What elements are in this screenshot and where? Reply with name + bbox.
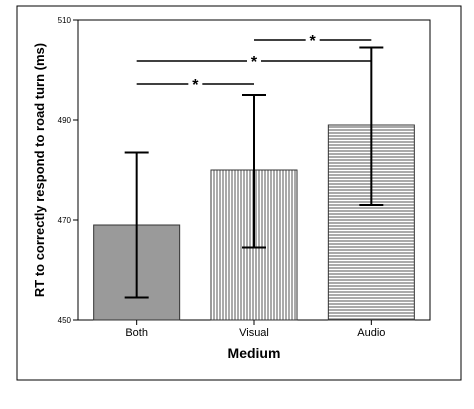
y-tick-label: 470	[58, 216, 72, 225]
figure-frame	[16, 5, 462, 381]
y-tick-label: 490	[58, 116, 72, 125]
x-tick-label-audio: Audio	[357, 327, 385, 339]
x-axis: Both Visual Audio	[125, 320, 385, 339]
x-tick-label-both: Both	[125, 327, 148, 339]
x-axis-label: Medium	[228, 345, 281, 361]
significance-star: *	[251, 54, 258, 71]
y-axis-label: RT to correctly respond to road turn (ms…	[32, 43, 47, 297]
y-tick-label: 450	[58, 316, 72, 325]
significance-star: *	[310, 33, 317, 50]
y-tick-label: 510	[58, 16, 72, 25]
significance-brackets: * * *	[136, 33, 372, 94]
error-bars	[124, 46, 384, 299]
x-tick-label-visual: Visual	[239, 327, 269, 339]
significance-star: *	[192, 77, 199, 94]
y-axis: 450 470 490 510	[58, 16, 78, 325]
